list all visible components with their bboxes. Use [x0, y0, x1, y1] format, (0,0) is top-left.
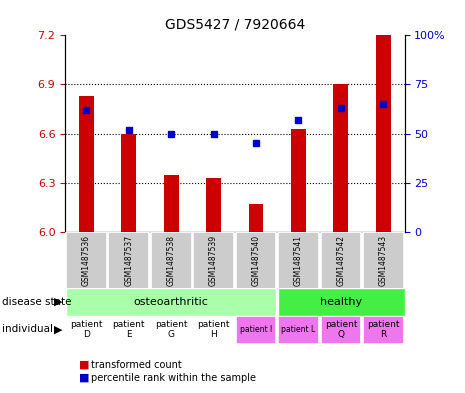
Text: healthy: healthy	[320, 297, 362, 307]
Bar	[320, 232, 361, 289]
Text: GSM1487541: GSM1487541	[294, 235, 303, 286]
Text: GSM1487543: GSM1487543	[379, 235, 388, 286]
Bar	[66, 288, 276, 316]
Text: ■: ■	[79, 360, 90, 370]
Bar	[151, 232, 192, 289]
Bar	[66, 316, 106, 344]
Text: individual: individual	[2, 324, 53, 334]
Bar	[333, 84, 348, 232]
Text: patient
E: patient E	[113, 320, 145, 340]
Bar	[164, 174, 179, 232]
Text: GSM1487542: GSM1487542	[336, 235, 345, 286]
Bar	[151, 316, 192, 344]
Bar	[108, 316, 149, 344]
Text: GSM1487539: GSM1487539	[209, 235, 218, 286]
Bar	[278, 232, 319, 289]
Bar	[66, 232, 106, 289]
Text: patient L: patient L	[281, 325, 316, 334]
Bar	[249, 204, 264, 232]
Bar	[376, 35, 391, 232]
Bar	[193, 232, 234, 289]
Text: GSM1487538: GSM1487538	[166, 235, 176, 286]
Text: patient
R: patient R	[367, 320, 399, 340]
Text: ▶: ▶	[54, 324, 62, 334]
Bar	[363, 316, 404, 344]
Bar	[291, 129, 306, 232]
Title: GDS5427 / 7920664: GDS5427 / 7920664	[165, 17, 305, 31]
Text: GSM1487540: GSM1487540	[252, 235, 260, 286]
Text: GSM1487537: GSM1487537	[124, 235, 133, 286]
Text: ■: ■	[79, 373, 90, 383]
Bar	[236, 232, 276, 289]
Text: patient
H: patient H	[197, 320, 230, 340]
Bar	[79, 96, 94, 232]
Text: osteoarthritic: osteoarthritic	[134, 297, 209, 307]
Text: patient
G: patient G	[155, 320, 187, 340]
Bar	[363, 232, 404, 289]
Text: GSM1487536: GSM1487536	[82, 235, 91, 286]
Text: disease state: disease state	[2, 297, 72, 307]
Text: ▶: ▶	[54, 297, 62, 307]
Bar	[121, 134, 136, 232]
Bar	[206, 178, 221, 232]
Bar	[236, 316, 276, 344]
Bar	[108, 232, 149, 289]
Bar	[193, 316, 234, 344]
Text: patient
D: patient D	[70, 320, 103, 340]
Text: transformed count: transformed count	[91, 360, 181, 370]
Bar	[278, 288, 405, 316]
Text: patient I: patient I	[240, 325, 272, 334]
Bar	[278, 316, 319, 344]
Text: percentile rank within the sample: percentile rank within the sample	[91, 373, 256, 383]
Bar	[320, 316, 361, 344]
Text: patient
Q: patient Q	[325, 320, 357, 340]
